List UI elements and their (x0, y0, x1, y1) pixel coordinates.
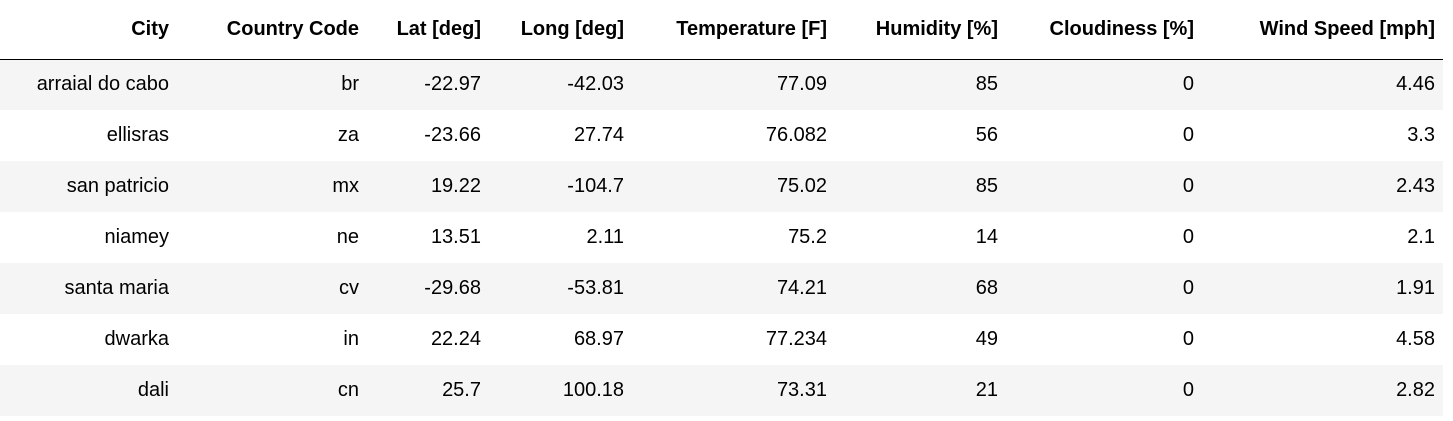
cell-country-code: mx (332, 175, 359, 197)
table-row: dali cn 25.7 100.18 73.31 21 0 2.82 (0, 365, 1443, 416)
cell-cloudiness: 0 (1182, 124, 1194, 146)
column-header-temperature: Temperature [F] (632, 0, 835, 60)
cell-cloudiness: 0 (1182, 277, 1194, 299)
cell-lat: 25.7 (442, 379, 481, 401)
cell-wind-speed: 2.82 (1396, 379, 1435, 401)
cell-lat: 13.51 (430, 226, 481, 248)
cell-long: -42.03 (567, 73, 624, 96)
cell-country-code: cn (337, 379, 359, 401)
cell-temperature: 76.082 (765, 124, 827, 146)
cell-long: 27.74 (573, 124, 624, 146)
cell-humidity: 85 (975, 73, 998, 96)
cell-long: 68.97 (573, 328, 624, 350)
cell-humidity: 68 (975, 277, 998, 299)
cell-wind-speed: 3.3 (1407, 124, 1435, 146)
table-header: City Country Code Lat [deg] Long [deg] T… (0, 0, 1443, 60)
cell-humidity: 56 (975, 124, 998, 146)
cell-country-code: cv (339, 277, 359, 299)
cell-cloudiness: 0 (1182, 226, 1194, 248)
table-row: santa maria cv -29.68 -53.81 74.21 68 0 … (0, 263, 1443, 314)
cell-wind-speed: 4.46 (1396, 73, 1435, 96)
cell-temperature: 75.2 (788, 226, 827, 248)
cell-humidity: 49 (975, 328, 998, 350)
table-row: arraial do cabo br -22.97 -42.03 77.09 8… (0, 59, 1443, 110)
table-row: ellisras za -23.66 27.74 76.082 56 0 3.3 (0, 110, 1443, 161)
cell-wind-speed: 4.58 (1396, 328, 1435, 350)
cell-wind-speed: 2.1 (1407, 226, 1435, 248)
cell-wind-speed: 1.91 (1396, 277, 1435, 299)
column-header-city: City (0, 0, 177, 60)
cell-humidity: 85 (975, 175, 998, 197)
header-row: City Country Code Lat [deg] Long [deg] T… (0, 0, 1443, 60)
cell-country-code: za (337, 124, 359, 146)
cell-long: -53.81 (567, 277, 624, 299)
cell-city: niamey (104, 226, 169, 248)
cell-city: dwarka (104, 328, 169, 350)
cell-lat: -29.68 (424, 277, 481, 299)
cell-humidity: 14 (975, 226, 998, 248)
cell-temperature: 74.21 (776, 277, 827, 299)
cell-city: dali (137, 379, 169, 401)
cell-temperature: 77.234 (765, 328, 827, 350)
cell-lat: 19.22 (430, 175, 481, 197)
cell-lat: -23.66 (424, 124, 481, 146)
table-row: dwarka in 22.24 68.97 77.234 49 0 4.58 (0, 314, 1443, 365)
cell-city: arraial do cabo (36, 73, 169, 96)
column-header-country-code: Country Code (177, 0, 367, 60)
cell-wind-speed: 2.43 (1396, 175, 1435, 197)
column-header-wind-speed: Wind Speed [mph] (1202, 0, 1443, 60)
column-header-lat: Lat [deg] (367, 0, 489, 60)
table-body: arraial do cabo br -22.97 -42.03 77.09 8… (0, 59, 1443, 416)
cell-lat: 22.24 (430, 328, 481, 350)
cell-city: san patricio (66, 175, 169, 197)
cell-cloudiness: 0 (1182, 73, 1194, 96)
cell-cloudiness: 0 (1182, 175, 1194, 197)
cell-cloudiness: 0 (1182, 328, 1194, 350)
cell-country-code: in (343, 328, 359, 350)
cell-city: ellisras (106, 124, 169, 146)
cell-temperature: 73.31 (776, 379, 827, 401)
cell-city: santa maria (64, 277, 170, 299)
column-header-long: Long [deg] (489, 0, 632, 60)
column-header-cloudiness: Cloudiness [%] (1006, 0, 1202, 60)
cell-long: 2.11 (586, 226, 624, 248)
table-row: niamey ne 13.51 2.11 75.2 14 0 2.1 (0, 212, 1443, 263)
cell-lat: -22.97 (424, 73, 481, 96)
cell-country-code: br (341, 73, 359, 96)
cell-country-code: ne (336, 226, 359, 248)
cell-temperature: 75.02 (776, 175, 827, 197)
cell-temperature: 77.09 (776, 73, 827, 96)
table-row: san patricio mx 19.22 -104.7 75.02 85 0 … (0, 161, 1443, 212)
cell-long: -104.7 (567, 175, 624, 197)
cell-humidity: 21 (975, 379, 998, 401)
column-header-humidity: Humidity [%] (835, 0, 1006, 60)
cell-cloudiness: 0 (1182, 379, 1194, 401)
cell-long: 100.18 (562, 379, 624, 401)
